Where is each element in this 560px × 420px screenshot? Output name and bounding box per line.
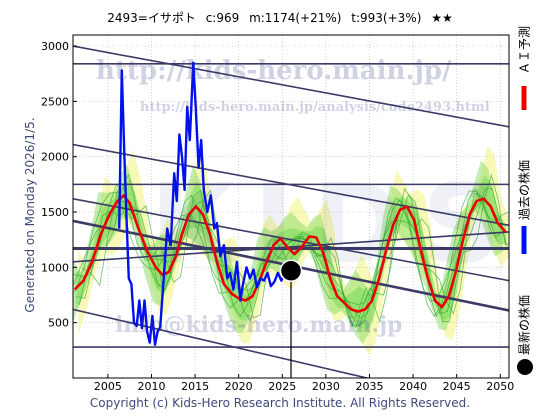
legend-marks <box>517 86 533 375</box>
x-tick-label: 2035 <box>355 380 383 393</box>
x-tick-label: 2010 <box>137 380 165 393</box>
legend-latest-label: 最新の株価 <box>517 294 532 356</box>
latest-price-marker <box>279 259 303 283</box>
forecast-ensemble-line <box>73 190 499 317</box>
generated-date: Generated on Monday 2026/1/5. <box>23 117 37 313</box>
x-tick-label: 2040 <box>399 380 427 393</box>
trend-line <box>73 197 509 282</box>
plot-frame <box>72 34 510 379</box>
x-tick-label: 2025 <box>268 380 296 393</box>
y-tick-label: 2000 <box>41 151 69 164</box>
series-lines <box>73 61 507 346</box>
forecast-ensemble-line <box>73 194 502 320</box>
mid-price: m:1174(+21%) <box>249 11 342 25</box>
copyright-footer: Copyright (c) Kids-Hero Research Institu… <box>89 396 471 410</box>
y-tick-label: 500 <box>48 317 69 330</box>
watermark-site: http://kids-hero.main.jp/ <box>96 56 452 86</box>
legend-latest-swatch <box>517 359 533 375</box>
watermark-big: KIDS <box>150 160 519 288</box>
legend-ai-label: ＡＩ予測 <box>517 25 532 75</box>
forecast-ensemble-line <box>76 187 508 327</box>
trend-line <box>73 231 509 263</box>
y-axis: 500 1000 1500 2000 2500 3000 <box>41 40 77 330</box>
target-price: t:993(+3%) <box>351 11 422 25</box>
x-tick-label: 2005 <box>94 380 122 393</box>
trend-line <box>73 45 509 128</box>
ticker-label: 2493=イサポト <box>107 11 196 25</box>
rating-stars: ★★ <box>431 11 453 25</box>
series-past-price <box>118 61 290 346</box>
x-tick-label: 2020 <box>225 380 253 393</box>
y-tick-label: 1500 <box>41 206 69 219</box>
current-price: c:969 <box>205 11 240 25</box>
x-tick-label: 2030 <box>312 380 340 393</box>
watermark-mail: info@kids-hero.main.jp <box>115 312 403 338</box>
series-ai-forecast <box>73 194 507 313</box>
chart-title: 2493=イサポト c:969 m:1174(+21%) t:993(+3%) … <box>0 9 560 26</box>
x-tick-label: 2045 <box>443 380 471 393</box>
trend-line <box>73 143 509 227</box>
x-tick-label: 2015 <box>181 380 209 393</box>
y-tick-label: 1000 <box>41 261 69 274</box>
legend-past-label: 過去の株価 <box>517 159 532 221</box>
x-tick-label: 2050 <box>486 380 514 393</box>
watermark-analysis: http://kids-hero.main.jp/analysis/code24… <box>140 100 490 115</box>
y-tick-label: 3000 <box>41 40 69 53</box>
latest-marker-group <box>279 259 303 378</box>
y-tick-label: 2500 <box>41 95 69 108</box>
x-axis: 2005 2010 2015 2020 2025 2030 2035 2040 2045 2050 <box>94 374 514 393</box>
